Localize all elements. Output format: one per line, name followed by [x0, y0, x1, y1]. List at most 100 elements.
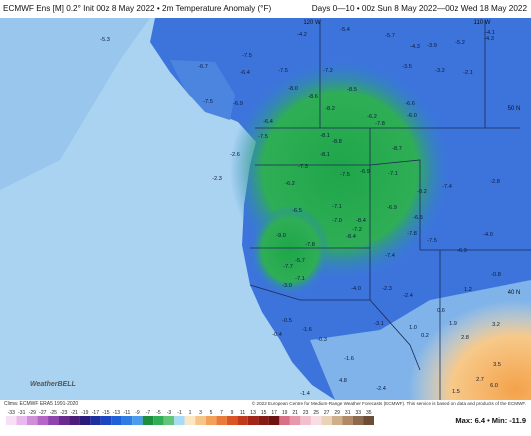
anomaly-label: -2.1	[463, 70, 473, 76]
anomaly-label: -6.4	[240, 70, 250, 76]
anomaly-label: -7.8	[375, 121, 385, 127]
cold-core	[250, 205, 330, 295]
anomaly-label: -0.4	[272, 332, 282, 338]
scale-label: 3	[199, 410, 202, 416]
scale-label: 1	[189, 410, 192, 416]
anomaly-label: -7.0	[332, 218, 342, 224]
scale-label: -7	[146, 410, 151, 416]
scale-label: 5	[210, 410, 213, 416]
scale-label: 21	[292, 410, 298, 416]
scale-label: 19	[282, 410, 288, 416]
anomaly-label: -7.8	[407, 231, 417, 237]
anomaly-label: -4.2	[297, 32, 307, 38]
anomaly-label: -7.5	[258, 134, 268, 140]
scale-swatch	[121, 416, 133, 425]
anomaly-label: -4.1	[485, 30, 495, 36]
anomaly-label: -2.3	[212, 176, 222, 182]
warm-core	[390, 285, 531, 435]
anomaly-label: -1.6	[302, 327, 312, 333]
anomaly-label: -6.0	[407, 113, 417, 119]
scale-label: -23	[60, 410, 67, 416]
anomaly-label: 1.0	[409, 325, 417, 331]
anomaly-label: 6.0	[490, 383, 498, 389]
anomaly-label: 0.6	[437, 308, 445, 314]
scale-swatch	[321, 416, 332, 425]
scale-swatch	[79, 416, 91, 425]
island	[170, 60, 235, 120]
scale-swatch	[363, 416, 374, 425]
anomaly-label: -9.0	[276, 233, 286, 239]
anomaly-label: -8.4	[356, 218, 366, 224]
scale-swatch	[279, 416, 290, 425]
scale-label: 25	[313, 410, 319, 416]
anomaly-label: -8.6	[308, 94, 318, 100]
anomaly-label: -6.7	[198, 64, 208, 70]
scale-swatch	[247, 416, 259, 425]
anomaly-label: -8.1	[320, 133, 330, 139]
anomaly-label: -6.2	[285, 181, 295, 187]
scale-label: -25	[50, 410, 57, 416]
anomaly-label: -7.5	[242, 53, 252, 59]
anomaly-label: 1.9	[449, 321, 457, 327]
anomaly-label: -8.2	[325, 106, 335, 112]
anomaly-label: -2.8	[490, 179, 500, 185]
scale-swatch	[237, 416, 248, 425]
scale-label: 17	[271, 410, 277, 416]
scale-label: -11	[123, 410, 130, 416]
anomaly-label: -5.2	[455, 40, 465, 46]
scale-swatch	[258, 416, 269, 425]
scale-swatch	[268, 416, 280, 425]
scale-label: 15	[261, 410, 267, 416]
scale-label: 7	[220, 410, 223, 416]
anomaly-label: -6.9	[387, 205, 397, 211]
anomaly-label: -7.1	[295, 276, 305, 282]
anomaly-label: -2.4	[376, 386, 386, 392]
anomaly-label: -0.8	[491, 272, 501, 278]
grid-label: 110 W	[474, 20, 491, 26]
grid-label: 120 W	[303, 20, 321, 26]
anomaly-label: -7.1	[332, 204, 342, 210]
scale-swatch	[111, 416, 122, 425]
anomaly-label: 1.2	[464, 287, 472, 293]
scale-label: 29	[334, 410, 340, 416]
ocean-shade	[0, 18, 150, 190]
anomaly-label: -6.5	[413, 215, 423, 221]
anomaly-label: 1.5	[452, 389, 460, 395]
anomaly-label: -8.2	[417, 189, 427, 195]
anomaly-label: -6.9	[233, 101, 243, 107]
anomaly-label: -5.3	[100, 37, 110, 43]
scale-label: -29	[29, 410, 36, 416]
anomaly-label: -6.6	[405, 101, 415, 107]
scale-label: -19	[81, 410, 88, 416]
scale-swatch	[174, 416, 185, 425]
scale-swatch	[16, 416, 28, 425]
anomaly-label: -3.2	[435, 68, 445, 74]
anomaly-label: -2.3	[382, 286, 392, 292]
scale-swatch	[300, 416, 311, 425]
scale-label: -17	[92, 410, 99, 416]
scale-swatch	[184, 416, 196, 425]
scale-swatch	[100, 416, 112, 425]
copyright: © 2022 European Centre for Medium-Range …	[252, 400, 526, 406]
scale-swatch	[205, 416, 217, 425]
anomaly-label: -8.8	[332, 139, 342, 145]
scale-label: -9	[135, 410, 140, 416]
scale-swatch	[142, 416, 154, 425]
anomaly-label: -4.0	[483, 232, 493, 238]
anomaly-label: -0.3	[317, 337, 327, 343]
scale-label: 27	[324, 410, 330, 416]
scale-swatch	[163, 416, 175, 425]
scale-swatch	[27, 416, 38, 425]
anomaly-label: -5.4	[340, 27, 350, 33]
scale-label: 33	[355, 410, 361, 416]
scale-label: -3	[167, 410, 172, 416]
anomaly-label: -1.4	[300, 391, 310, 397]
anomaly-label: 2.8	[461, 335, 469, 341]
scale-label: -13	[113, 410, 120, 416]
anomaly-label: -6.5	[292, 208, 302, 214]
grid-label: 40 N	[508, 290, 521, 296]
anomaly-label: -6.9	[457, 248, 467, 254]
scale-swatch	[48, 416, 59, 425]
